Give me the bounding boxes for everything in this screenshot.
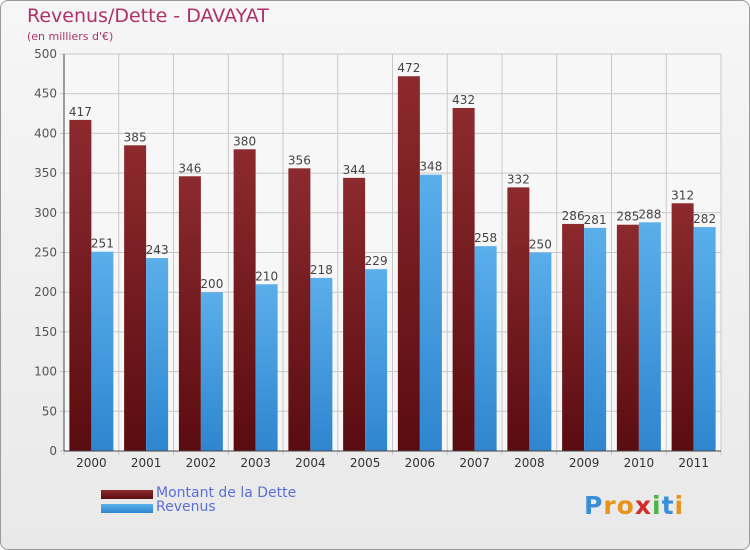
dette-bar [562, 223, 585, 451]
revenus-value-label: 288 [638, 207, 661, 221]
revenus-value-label: 200 [200, 277, 223, 291]
x-tick-label: 2010 [624, 456, 655, 470]
dette-value-label: 346 [178, 161, 201, 175]
legend-swatch-dette [101, 490, 153, 499]
revenus-value-label: 282 [693, 212, 716, 226]
x-tick-label: 2001 [131, 456, 162, 470]
revenus-bar [255, 284, 278, 451]
logo-letter: t [661, 491, 675, 520]
dette-bar [69, 119, 92, 451]
x-tick-label: 2002 [186, 456, 217, 470]
x-tick-label: 2011 [678, 456, 709, 470]
revenus-bar [91, 251, 114, 451]
x-tick-label: 2003 [240, 456, 271, 470]
dette-bar [397, 76, 420, 452]
legend-swatch-revenus [101, 504, 153, 513]
revenus-bar [200, 292, 223, 451]
revenus-bar [693, 227, 716, 451]
revenus-value-label: 210 [255, 269, 278, 283]
revenus-bar [146, 258, 169, 451]
x-tick-label: 2000 [76, 456, 107, 470]
legend-label-dette: Montant de la Dette [156, 485, 297, 501]
dette-bar [616, 224, 639, 451]
logo-letter: x [634, 491, 652, 520]
dette-bar [124, 145, 147, 451]
revenus-bar [474, 246, 497, 451]
proxiti-logo: Proxiti [584, 491, 684, 520]
revenus-value-label: 218 [310, 263, 333, 277]
dette-value-label: 380 [233, 134, 256, 148]
dette-value-label: 312 [671, 188, 694, 202]
x-tick-label: 2006 [405, 456, 436, 470]
dette-value-label: 285 [616, 210, 639, 224]
logo-letter: o [616, 491, 635, 520]
revenus-bar [310, 277, 333, 451]
revenus-value-label: 243 [146, 243, 169, 257]
y-tick-label: 450 [34, 87, 57, 101]
revenus-value-label: 250 [529, 238, 552, 252]
dette-bar [178, 176, 201, 451]
x-tick-label: 2007 [459, 456, 490, 470]
legend-label-revenus: Revenus [156, 499, 216, 515]
logo-letter: P [584, 491, 604, 520]
y-tick-label: 100 [34, 365, 57, 379]
dette-value-label: 417 [69, 105, 92, 119]
logo-letter: i [652, 491, 662, 520]
dette-value-label: 432 [452, 93, 475, 107]
x-tick-label: 2004 [295, 456, 326, 470]
revenus-bar [638, 222, 661, 451]
dette-bar [671, 203, 694, 451]
y-tick-label: 300 [34, 206, 57, 220]
x-tick-label: 2009 [569, 456, 600, 470]
dette-bar [507, 187, 530, 451]
revenus-value-label: 229 [365, 254, 388, 268]
logo-letter: i [674, 491, 685, 520]
y-tick-label: 400 [34, 126, 57, 140]
chart-subtitle: (en milliers d'€) [27, 30, 114, 43]
dette-value-label: 286 [562, 209, 585, 223]
dette-value-label: 385 [124, 130, 147, 144]
dette-bar [343, 177, 366, 451]
revenus-value-label: 348 [419, 160, 442, 174]
dette-bar [452, 107, 475, 451]
revenus-bar [584, 227, 607, 451]
revenus-value-label: 251 [91, 237, 114, 251]
logo-letter: r [603, 491, 617, 520]
y-tick-label: 350 [34, 166, 57, 180]
dette-value-label: 332 [507, 172, 530, 186]
y-tick-label: 0 [49, 444, 57, 458]
dette-value-label: 344 [343, 163, 366, 177]
y-tick-label: 200 [34, 285, 57, 299]
revenus-bar [529, 252, 552, 451]
y-tick-label: 250 [34, 246, 57, 260]
revenus-bar [365, 269, 388, 451]
dette-bar [288, 168, 311, 451]
chart-title: Revenus/Dette - DAVAYAT [27, 5, 269, 27]
y-tick-label: 50 [42, 404, 57, 418]
x-tick-label: 2008 [514, 456, 545, 470]
revenus-value-label: 281 [584, 213, 607, 227]
dette-bar [233, 149, 256, 451]
dette-value-label: 356 [288, 153, 311, 167]
y-tick-label: 150 [34, 325, 57, 339]
y-tick-label: 500 [34, 47, 57, 61]
x-tick-label: 2005 [350, 456, 381, 470]
revenus-bar [419, 174, 442, 452]
revenus-value-label: 258 [474, 231, 497, 245]
dette-value-label: 472 [397, 61, 420, 75]
